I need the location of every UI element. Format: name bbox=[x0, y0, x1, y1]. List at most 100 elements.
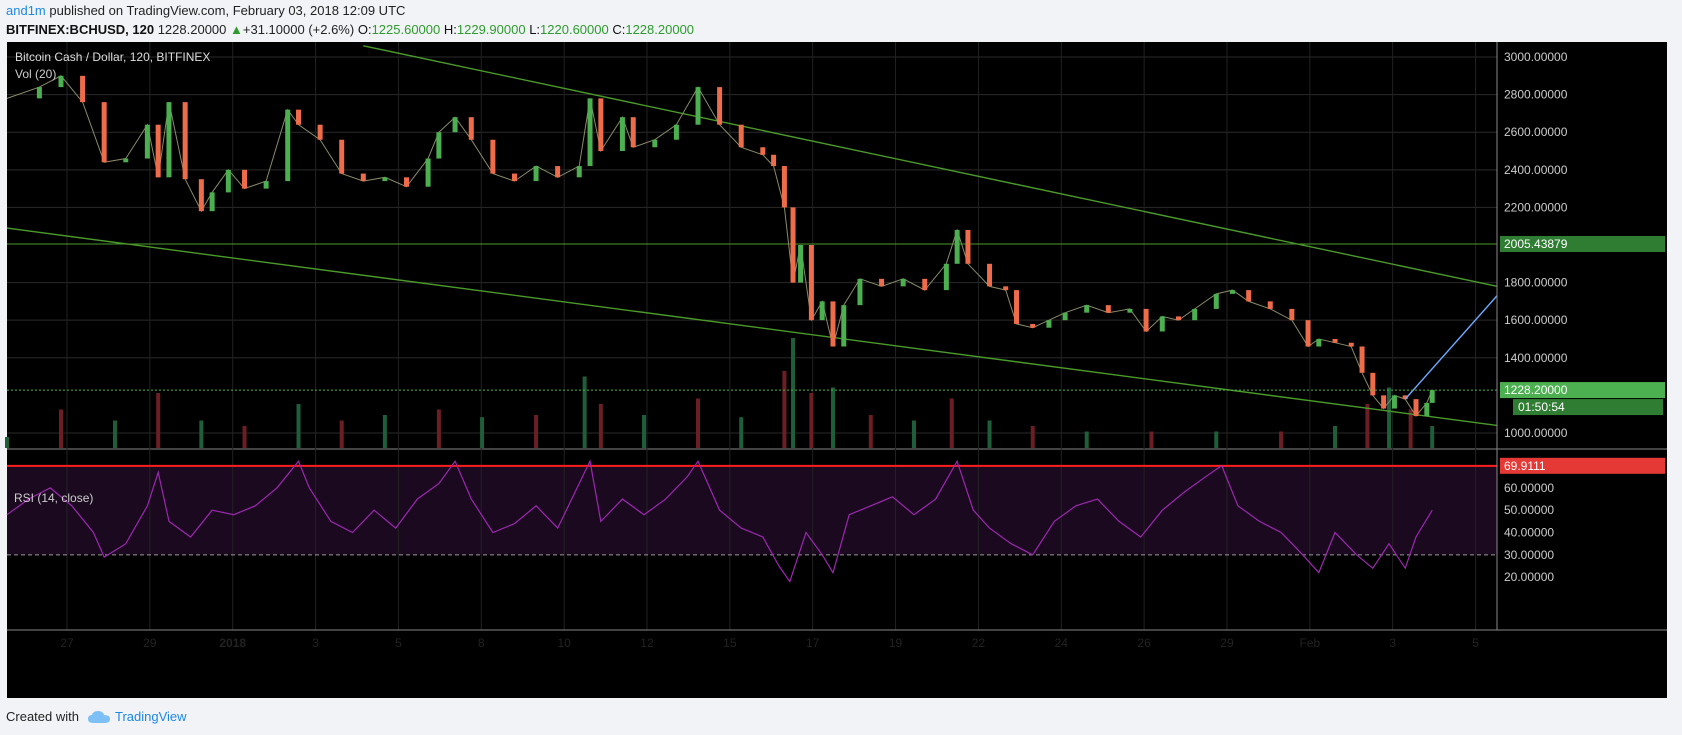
price-candle bbox=[1084, 305, 1090, 313]
price-candle bbox=[1159, 316, 1165, 332]
time-tick-label: 17 bbox=[806, 636, 820, 650]
price-candle bbox=[1424, 402, 1430, 417]
time-tick-label: 5 bbox=[395, 636, 402, 650]
volume-bar bbox=[791, 338, 796, 448]
last-price: 1228.20000 bbox=[157, 22, 227, 37]
price-line bbox=[6, 75, 1433, 417]
volume-bar bbox=[696, 398, 701, 448]
price-candle bbox=[1175, 316, 1181, 321]
price-tick-label: 2400.00000 bbox=[1504, 163, 1568, 177]
price-candle bbox=[403, 177, 409, 187]
price-candle bbox=[1143, 308, 1149, 332]
rsi-tick-label: 20.00000 bbox=[1504, 570, 1554, 584]
countdown-bg bbox=[1513, 399, 1663, 416]
price-candle bbox=[182, 102, 188, 180]
rsi-current-bg bbox=[1500, 457, 1665, 474]
price-candle bbox=[296, 109, 302, 125]
hline-label: 2005.43879 bbox=[1504, 237, 1568, 251]
low-value: 1220.60000 bbox=[540, 22, 609, 37]
volume-bar bbox=[582, 376, 587, 448]
rsi-tick-label: 50.00000 bbox=[1504, 503, 1554, 517]
trendline bbox=[363, 45, 1498, 288]
price-candle bbox=[760, 147, 766, 155]
time-tick-label: 2018 bbox=[219, 636, 246, 650]
price-candle bbox=[1046, 320, 1052, 328]
volume-bar bbox=[987, 420, 992, 448]
volume-bar bbox=[1333, 426, 1338, 448]
price-candle bbox=[166, 102, 172, 178]
price-candle bbox=[1370, 372, 1376, 396]
hline-label-bg bbox=[1500, 235, 1665, 252]
price-candle bbox=[1332, 338, 1338, 343]
time-tick-label: 8 bbox=[478, 636, 485, 650]
price-candle bbox=[808, 245, 814, 321]
volume-bar bbox=[1030, 426, 1035, 448]
volume-bar bbox=[480, 417, 485, 448]
author-link[interactable]: and1m bbox=[6, 3, 46, 18]
tradingview-logo[interactable]: TradingView bbox=[87, 709, 187, 724]
price-candle bbox=[1402, 395, 1408, 400]
price-candle bbox=[339, 139, 345, 174]
price-candle bbox=[1213, 293, 1219, 309]
close-label: C: bbox=[612, 22, 626, 37]
volume-bar bbox=[739, 417, 744, 448]
cloud-icon bbox=[87, 710, 110, 723]
symbol-label: BITFINEX:BCHUSD, 120 bbox=[6, 22, 155, 37]
chart-area[interactable]: 3000.00000 2800.00000 2600.00000 2400.00000… bbox=[0, 40, 1682, 700]
price-candle bbox=[587, 98, 593, 167]
volume-bar bbox=[782, 371, 787, 448]
time-tick-label: 29 bbox=[143, 636, 157, 650]
created-with-label: Created with bbox=[6, 709, 79, 724]
price-candle bbox=[1429, 390, 1435, 403]
rsi-current-label: 69.9111 bbox=[1504, 459, 1546, 473]
rsi-tick-label: 40.00000 bbox=[1504, 526, 1554, 540]
price-candle bbox=[468, 117, 474, 140]
volume-bar bbox=[911, 420, 916, 448]
price-candle bbox=[781, 166, 787, 208]
price-candle bbox=[58, 75, 64, 88]
volume-bar bbox=[1408, 409, 1413, 448]
price-candle bbox=[1030, 323, 1036, 328]
price-candle bbox=[1289, 308, 1295, 321]
price-candle bbox=[101, 102, 107, 163]
price-candle bbox=[1003, 286, 1009, 291]
volume-bar bbox=[296, 404, 301, 448]
price-tick-label: 3000.00000 bbox=[1504, 50, 1568, 64]
price-candle bbox=[1359, 346, 1365, 373]
price-candle bbox=[673, 124, 679, 140]
volume-bar bbox=[1214, 431, 1219, 448]
price-tick-label: 1000.00000 bbox=[1504, 426, 1568, 440]
trendline bbox=[6, 227, 1498, 427]
price-candle bbox=[630, 117, 636, 148]
volume-bar bbox=[598, 404, 603, 448]
volume-bar bbox=[534, 415, 539, 448]
open-value: 1225.60000 bbox=[371, 22, 441, 37]
price-candle bbox=[943, 263, 949, 291]
change-value: +31.10000 (+2.6%) bbox=[242, 22, 355, 37]
price-candle bbox=[198, 179, 204, 212]
price-candle bbox=[1192, 308, 1198, 321]
time-tick-label: 24 bbox=[1055, 636, 1069, 650]
rsi-line bbox=[6, 459, 1433, 583]
price-candle bbox=[598, 98, 604, 152]
price-candle bbox=[1348, 342, 1354, 347]
price-label-bg bbox=[1500, 382, 1665, 399]
volume-bar bbox=[112, 420, 117, 448]
low-label: L: bbox=[529, 22, 541, 37]
time-tick-label: 15 bbox=[723, 636, 737, 650]
volume-bar bbox=[1084, 431, 1089, 448]
price-candle bbox=[1267, 301, 1273, 309]
time-tick-label: 29 bbox=[1220, 636, 1234, 650]
chart-background bbox=[7, 42, 1667, 698]
time-tick-label: 19 bbox=[889, 636, 903, 650]
volume-bar bbox=[1430, 426, 1435, 448]
volume-bar bbox=[642, 415, 647, 448]
volume-bar bbox=[339, 420, 344, 448]
time-tick-label: 3 bbox=[312, 636, 319, 650]
price-candle bbox=[900, 278, 906, 287]
price-candle bbox=[841, 305, 847, 347]
price-candle bbox=[717, 87, 723, 125]
price-candle bbox=[511, 173, 517, 182]
time-tick-label: 10 bbox=[557, 636, 571, 650]
price-series bbox=[6, 45, 1498, 427]
